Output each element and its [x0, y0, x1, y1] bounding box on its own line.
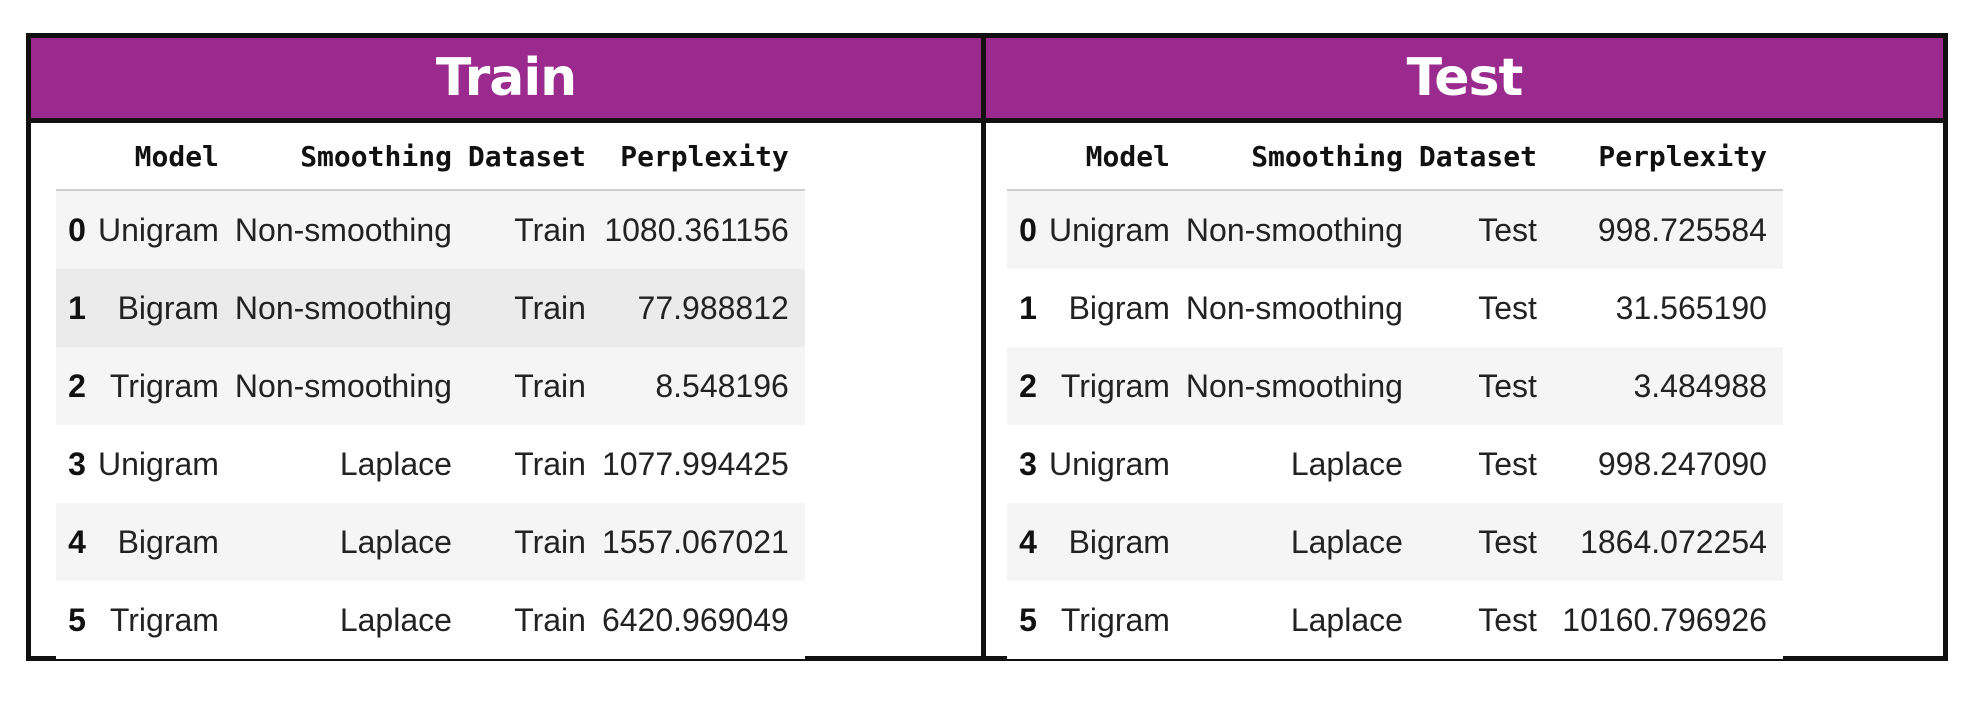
- smoothing-cell: Laplace: [234, 425, 468, 503]
- dataset-cell: Test: [1418, 425, 1553, 503]
- table-row: 3 Unigram Laplace Train 1077.994425: [56, 425, 805, 503]
- table-row: 4 Bigram Laplace Train 1557.067021: [56, 503, 805, 581]
- table-row: 0 Unigram Non-smoothing Test 998.725584: [1007, 190, 1783, 269]
- perplexity-cell: 998.247090: [1552, 425, 1783, 503]
- table-row: 3 Unigram Laplace Test 998.247090: [1007, 425, 1783, 503]
- smoothing-column-header: Smoothing: [1185, 123, 1419, 191]
- test-table: Model Smoothing Dataset Perplexity 0 Uni…: [1007, 123, 1783, 659]
- dataset-cell: Train: [467, 269, 602, 347]
- train-panel-body: Model Smoothing Dataset Perplexity 0 Uni…: [31, 123, 981, 659]
- model-cell: Bigram: [1049, 503, 1186, 581]
- test-panel: Test Model Smoothing Dataset Perpl: [986, 38, 1943, 659]
- row-index: 2: [56, 347, 98, 425]
- row-index: 0: [56, 190, 98, 269]
- dataset-cell: Test: [1418, 269, 1553, 347]
- table-row: 4 Bigram Laplace Test 1864.072254: [1007, 503, 1783, 581]
- dataset-cell: Test: [1418, 581, 1553, 659]
- table-row: 5 Trigram Laplace Train 6420.969049: [56, 581, 805, 659]
- model-cell: Trigram: [98, 581, 235, 659]
- perplexity-cell: 10160.796926: [1552, 581, 1783, 659]
- table-header-row: Model Smoothing Dataset Perplexity: [56, 123, 805, 191]
- perplexity-cell: 1557.067021: [601, 503, 805, 581]
- smoothing-cell: Laplace: [1185, 425, 1419, 503]
- perplexity-cell: 6420.969049: [601, 581, 805, 659]
- dataset-cell: Test: [1418, 347, 1553, 425]
- index-column-header: [56, 123, 98, 191]
- model-cell: Bigram: [98, 269, 235, 347]
- model-cell: Unigram: [1049, 425, 1186, 503]
- perplexity-cell: 1080.361156: [601, 190, 805, 269]
- perplexity-cell: 998.725584: [1552, 190, 1783, 269]
- smoothing-cell: Laplace: [234, 581, 468, 659]
- model-cell: Unigram: [98, 190, 235, 269]
- perplexity-column-header: Perplexity: [601, 123, 805, 191]
- dataset-cell: Test: [1418, 503, 1553, 581]
- test-banner-title: Test: [986, 38, 1943, 123]
- smoothing-column-header: Smoothing: [234, 123, 468, 191]
- dataset-cell: Test: [1418, 190, 1553, 269]
- perplexity-cell: 1077.994425: [601, 425, 805, 503]
- row-index: 4: [56, 503, 98, 581]
- table-header-row: Model Smoothing Dataset Perplexity: [1007, 123, 1783, 191]
- row-index: 2: [1007, 347, 1049, 425]
- smoothing-cell: Non-smoothing: [234, 190, 468, 269]
- row-index: 3: [1007, 425, 1049, 503]
- perplexity-cell: 3.484988: [1552, 347, 1783, 425]
- row-index: 3: [56, 425, 98, 503]
- dataset-cell: Train: [467, 581, 602, 659]
- dataset-column-header: Dataset: [467, 123, 602, 191]
- dataset-column-header: Dataset: [1418, 123, 1553, 191]
- test-panel-body: Model Smoothing Dataset Perplexity 0 Uni…: [986, 123, 1943, 659]
- train-panel: Train Model Smoothing Dataset Perp: [31, 38, 986, 659]
- perplexity-cell: 1864.072254: [1552, 503, 1783, 581]
- perplexity-column-header: Perplexity: [1552, 123, 1783, 191]
- smoothing-cell: Non-smoothing: [1185, 347, 1419, 425]
- table-row: 1 Bigram Non-smoothing Test 31.565190: [1007, 269, 1783, 347]
- model-cell: Bigram: [98, 503, 235, 581]
- perplexity-cell: 77.988812: [601, 269, 805, 347]
- smoothing-cell: Non-smoothing: [234, 347, 468, 425]
- perplexity-cell: 8.548196: [601, 347, 805, 425]
- row-index: 5: [56, 581, 98, 659]
- row-index: 1: [56, 269, 98, 347]
- dataset-cell: Train: [467, 503, 602, 581]
- smoothing-cell: Non-smoothing: [1185, 269, 1419, 347]
- table-row: 2 Trigram Non-smoothing Train 8.548196: [56, 347, 805, 425]
- train-banner-title: Train: [31, 38, 981, 123]
- perplexity-cell: 31.565190: [1552, 269, 1783, 347]
- row-index: 1: [1007, 269, 1049, 347]
- smoothing-cell: Laplace: [1185, 503, 1419, 581]
- model-column-header: Model: [1049, 123, 1186, 191]
- table-row: 2 Trigram Non-smoothing Test 3.484988: [1007, 347, 1783, 425]
- model-cell: Trigram: [1049, 581, 1186, 659]
- model-cell: Unigram: [1049, 190, 1186, 269]
- model-cell: Trigram: [1049, 347, 1186, 425]
- model-cell: Trigram: [98, 347, 235, 425]
- model-cell: Bigram: [1049, 269, 1186, 347]
- row-index: 4: [1007, 503, 1049, 581]
- row-index: 0: [1007, 190, 1049, 269]
- table-row: 0 Unigram Non-smoothing Train 1080.36115…: [56, 190, 805, 269]
- model-cell: Unigram: [98, 425, 235, 503]
- index-column-header: [1007, 123, 1049, 191]
- smoothing-cell: Non-smoothing: [1185, 190, 1419, 269]
- table-row: 1 Bigram Non-smoothing Train 77.988812: [56, 269, 805, 347]
- train-table: Model Smoothing Dataset Perplexity 0 Uni…: [56, 123, 805, 659]
- table-row: 5 Trigram Laplace Test 10160.796926: [1007, 581, 1783, 659]
- row-index: 5: [1007, 581, 1049, 659]
- comparison-figure: Train Model Smoothing Dataset Perp: [26, 33, 1948, 661]
- smoothing-cell: Non-smoothing: [234, 269, 468, 347]
- dataset-cell: Train: [467, 425, 602, 503]
- smoothing-cell: Laplace: [1185, 581, 1419, 659]
- model-column-header: Model: [98, 123, 235, 191]
- dataset-cell: Train: [467, 347, 602, 425]
- smoothing-cell: Laplace: [234, 503, 468, 581]
- dataset-cell: Train: [467, 190, 602, 269]
